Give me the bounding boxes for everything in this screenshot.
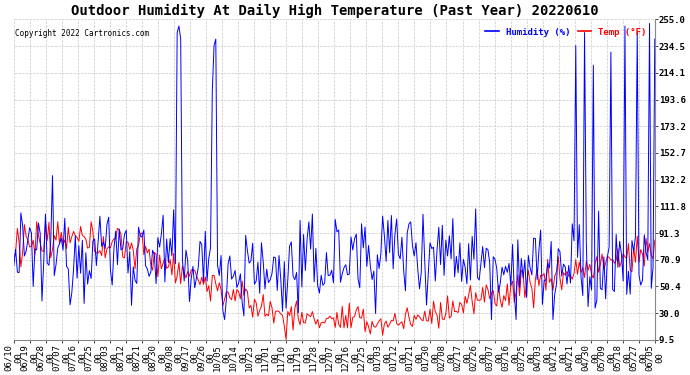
Legend: Humidity (%), Temp (°F): Humidity (%), Temp (°F) (482, 24, 650, 40)
Text: Copyright 2022 Cartronics.com: Copyright 2022 Cartronics.com (14, 29, 148, 38)
Title: Outdoor Humidity At Daily High Temperature (Past Year) 20220610: Outdoor Humidity At Daily High Temperatu… (70, 4, 598, 18)
